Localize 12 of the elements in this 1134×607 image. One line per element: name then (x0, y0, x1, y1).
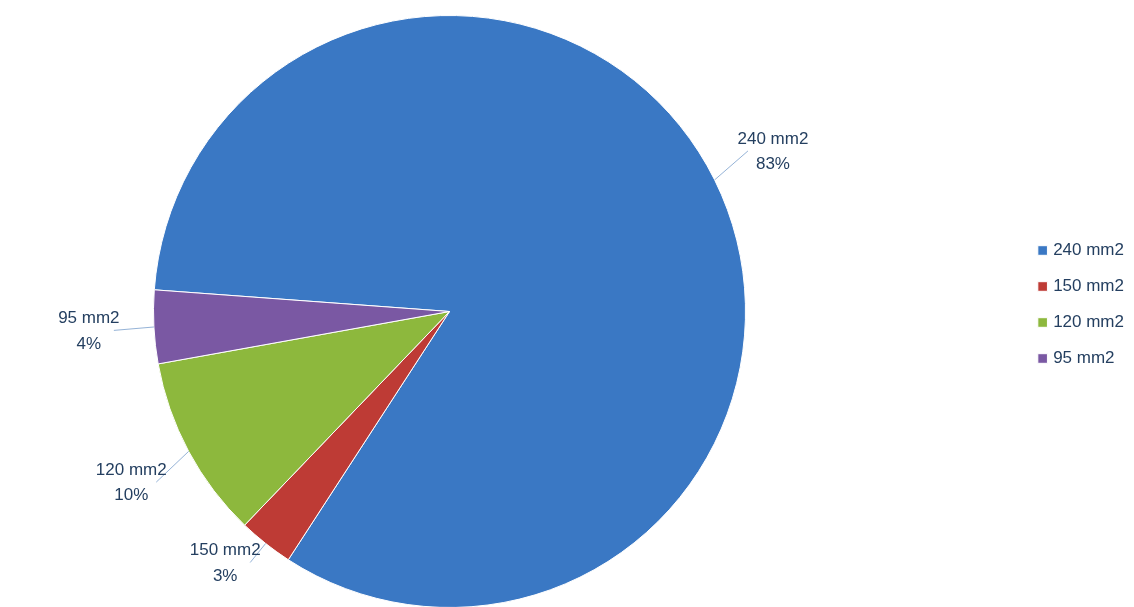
slice-label: 150 mm2 (189, 540, 261, 560)
legend-label: 150 mm2 (1053, 275, 1124, 296)
legend-label: 240 mm2 (1053, 239, 1124, 260)
slice-label: 95 mm2 (58, 308, 120, 328)
legend-label: 120 mm2 (1053, 311, 1124, 332)
legend-label: 95 mm2 (1053, 347, 1115, 368)
data-label: 83% (755, 154, 790, 174)
data-label: 4% (76, 333, 102, 353)
data-label: 10% (114, 485, 149, 505)
data-label: 3% (212, 565, 238, 585)
slice-label: 240 mm2 (737, 128, 809, 148)
slice-label: 120 mm2 (95, 459, 167, 479)
